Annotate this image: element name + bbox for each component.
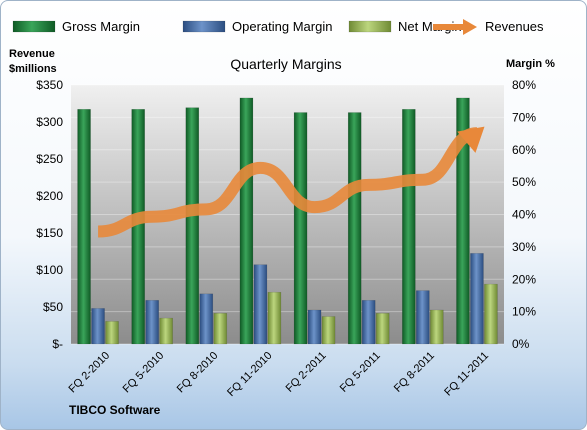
right-axis-ticks: 0% 10% 20% 30% 40% 50% 60% 70% 80% bbox=[512, 78, 536, 351]
legend-swatch-operating-margin bbox=[182, 20, 226, 33]
bar-gross-margin bbox=[131, 109, 145, 345]
left-tick-label: $- bbox=[52, 337, 63, 351]
bar-gross-margin bbox=[347, 112, 362, 345]
right-tick-label: 40% bbox=[512, 208, 536, 222]
bar-net-margin bbox=[105, 321, 119, 345]
right-tick-label: 80% bbox=[512, 78, 536, 92]
bar-operating-margin bbox=[361, 300, 376, 345]
right-axis-title: Margin % bbox=[506, 58, 555, 70]
bar-gross-margin bbox=[185, 107, 200, 345]
left-axis-title-unit: $millions bbox=[9, 63, 57, 75]
bar-operating-margin bbox=[307, 309, 322, 345]
x-tick-label: FQ 2-2011 bbox=[284, 350, 329, 395]
legend-swatch-net-margin bbox=[348, 20, 392, 33]
left-tick-label: $200 bbox=[36, 189, 63, 203]
bar-net-margin bbox=[267, 291, 282, 345]
left-tick-label: $250 bbox=[36, 152, 63, 166]
left-tick-label: $50 bbox=[43, 300, 63, 314]
right-tick-label: 30% bbox=[512, 240, 536, 254]
bar-gross-margin bbox=[293, 112, 308, 345]
right-tick-label: 70% bbox=[512, 110, 536, 124]
left-tick-label: $100 bbox=[36, 263, 63, 277]
bar-gross-margin bbox=[402, 109, 416, 345]
bar-gross-margin bbox=[239, 97, 254, 345]
x-tick-label: FQ 11-2011 bbox=[442, 350, 491, 399]
bar-gross-margin bbox=[456, 97, 470, 345]
right-tick-label: 60% bbox=[512, 143, 536, 157]
left-axis-title: Revenue bbox=[9, 48, 55, 60]
bar-net-margin bbox=[213, 312, 228, 345]
bar-operating-margin bbox=[91, 308, 105, 345]
legend-label: Operating Margin bbox=[232, 19, 332, 34]
x-axis-ticks: FQ 2-2010 FQ 5-2010 FQ 8-2010 FQ 11-2010 FQ … bbox=[67, 350, 492, 399]
legend-label: Revenues bbox=[485, 19, 544, 34]
bar-operating-margin bbox=[145, 300, 159, 345]
chart-title: Quarterly Margins bbox=[230, 56, 341, 72]
left-tick-label: $350 bbox=[36, 78, 63, 92]
footer-label: TIBCO Software bbox=[69, 403, 161, 417]
legend-swatch-gross-margin bbox=[12, 20, 56, 33]
x-tick-label: FQ 5-2010 bbox=[121, 350, 167, 396]
bar-operating-margin bbox=[253, 264, 268, 345]
bar-net-margin bbox=[159, 317, 173, 345]
revenue-line bbox=[97, 126, 485, 238]
bar-net-margin bbox=[375, 312, 390, 345]
x-tick-label: FQ 5-2011 bbox=[338, 350, 383, 395]
legend: Gross Margin Operating Margin Net Margin Re… bbox=[12, 19, 544, 35]
bar-operating-margin bbox=[199, 293, 214, 345]
x-tick-label: FQ 8-2010 bbox=[175, 350, 221, 396]
bar-gross-margin bbox=[77, 109, 91, 345]
right-tick-label: 0% bbox=[512, 337, 530, 351]
bar-net-margin bbox=[430, 309, 444, 345]
right-tick-label: 20% bbox=[512, 272, 536, 286]
revenue-line-path bbox=[97, 127, 478, 238]
bar-operating-margin bbox=[470, 253, 484, 345]
bar-net-margin bbox=[321, 316, 336, 345]
left-tick-label: $150 bbox=[36, 226, 63, 240]
bars bbox=[77, 97, 498, 345]
legend-arrow-revenues bbox=[463, 19, 477, 35]
left-axis-ticks: $- $50 $100 $150 $200 $250 $300 $350 bbox=[36, 78, 63, 351]
bar-net-margin bbox=[484, 283, 498, 345]
right-tick-label: 10% bbox=[512, 305, 536, 319]
bar-operating-margin bbox=[416, 290, 430, 345]
x-tick-label: FQ 2-2010 bbox=[67, 350, 113, 396]
left-tick-label: $300 bbox=[36, 115, 63, 129]
x-tick-label: FQ 8-2011 bbox=[392, 350, 437, 395]
revenue-arrowhead bbox=[457, 126, 485, 153]
right-tick-label: 50% bbox=[512, 175, 536, 189]
legend-label: Net Margin bbox=[398, 19, 462, 34]
legend-label: Gross Margin bbox=[62, 19, 140, 34]
x-tick-label: FQ 11-2010 bbox=[225, 350, 274, 399]
